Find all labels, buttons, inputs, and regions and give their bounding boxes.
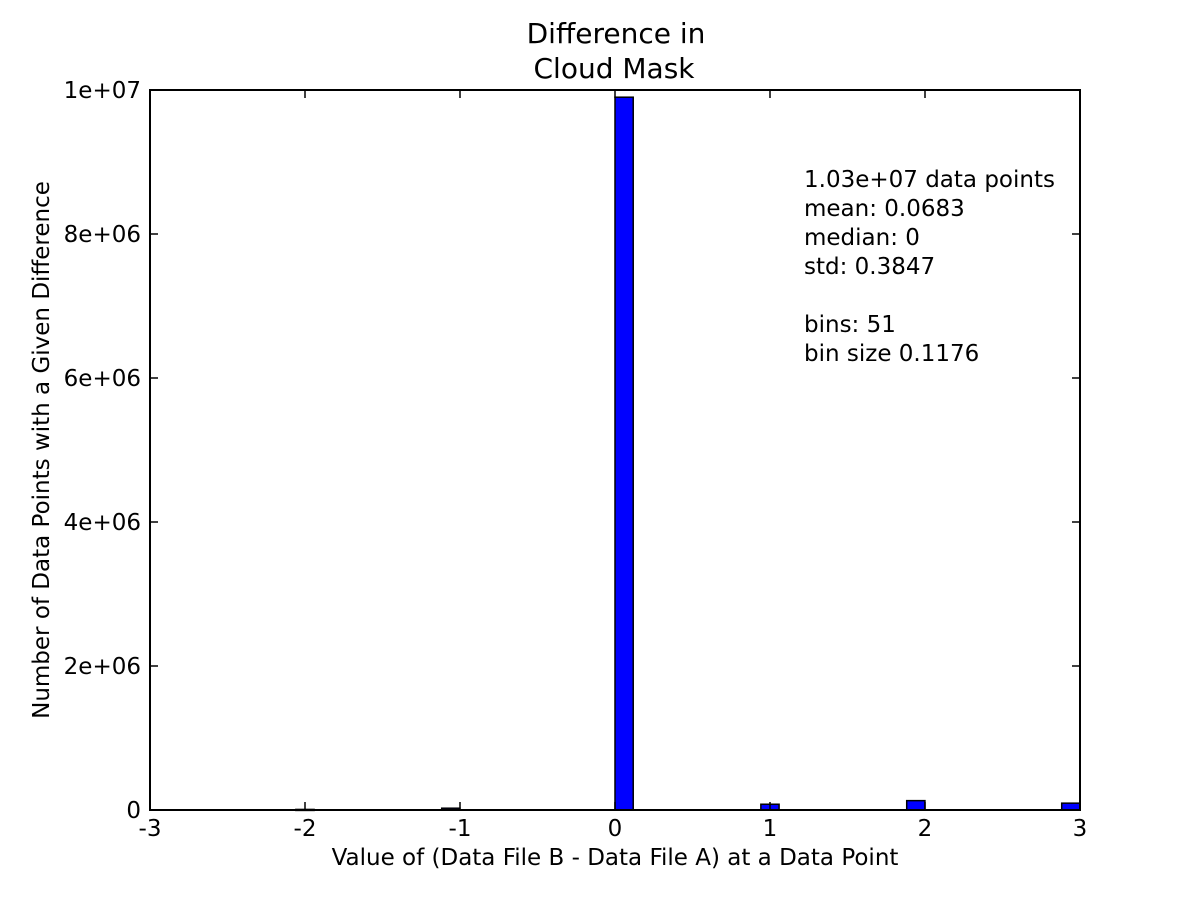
chart-title-line-2: Cloud Mask xyxy=(534,52,696,85)
y-tick-label-3: 6e+06 xyxy=(64,366,141,392)
histogram-bar-2 xyxy=(614,96,634,811)
y-tick-label-4: 8e+06 xyxy=(64,222,141,248)
stats-annotation: 1.03e+07 data points mean: 0.0683 median: … xyxy=(804,167,1055,367)
x-tick-label-2: -1 xyxy=(449,816,472,842)
stats-line-2: median: 0 xyxy=(804,225,920,251)
stats-line-0: 1.03e+07 data points xyxy=(804,167,1055,193)
y-tick-label-0: 0 xyxy=(126,798,141,824)
x-axis-label: Value of (Data File B - Data File A) at … xyxy=(332,845,899,871)
stats-line-5: bins: 51 xyxy=(804,312,896,338)
x-tick-label-4: 1 xyxy=(763,816,778,842)
stats-line-4 xyxy=(804,283,811,309)
x-tick-label-1: -2 xyxy=(294,816,317,842)
y-tick-label-5: 1e+07 xyxy=(64,78,141,104)
x-tick-label-5: 2 xyxy=(918,816,933,842)
y-tick-label-2: 4e+06 xyxy=(64,510,141,536)
ticks-group: -3 -2 -1 0 1 2 3 0 2e+06 4e+06 6e+06 8e+06 1e+07 xyxy=(64,78,1088,842)
chart-title-line-1: Difference in xyxy=(527,17,706,50)
x-tick-label-6: 3 xyxy=(1073,816,1088,842)
x-tick-label-3: 0 xyxy=(608,816,623,842)
stats-line-6: bin size 0.1176 xyxy=(804,341,979,367)
x-tick-label-0: -3 xyxy=(139,816,162,842)
stats-line-3: std: 0.3847 xyxy=(804,254,935,280)
stats-line-1: mean: 0.0683 xyxy=(804,196,965,222)
y-axis-label: Number of Data Points with a Given Diffe… xyxy=(29,181,55,719)
histogram-bar-5 xyxy=(1060,802,1081,811)
y-tick-label-1: 2e+06 xyxy=(64,654,141,680)
histogram-bar-4 xyxy=(905,799,926,811)
